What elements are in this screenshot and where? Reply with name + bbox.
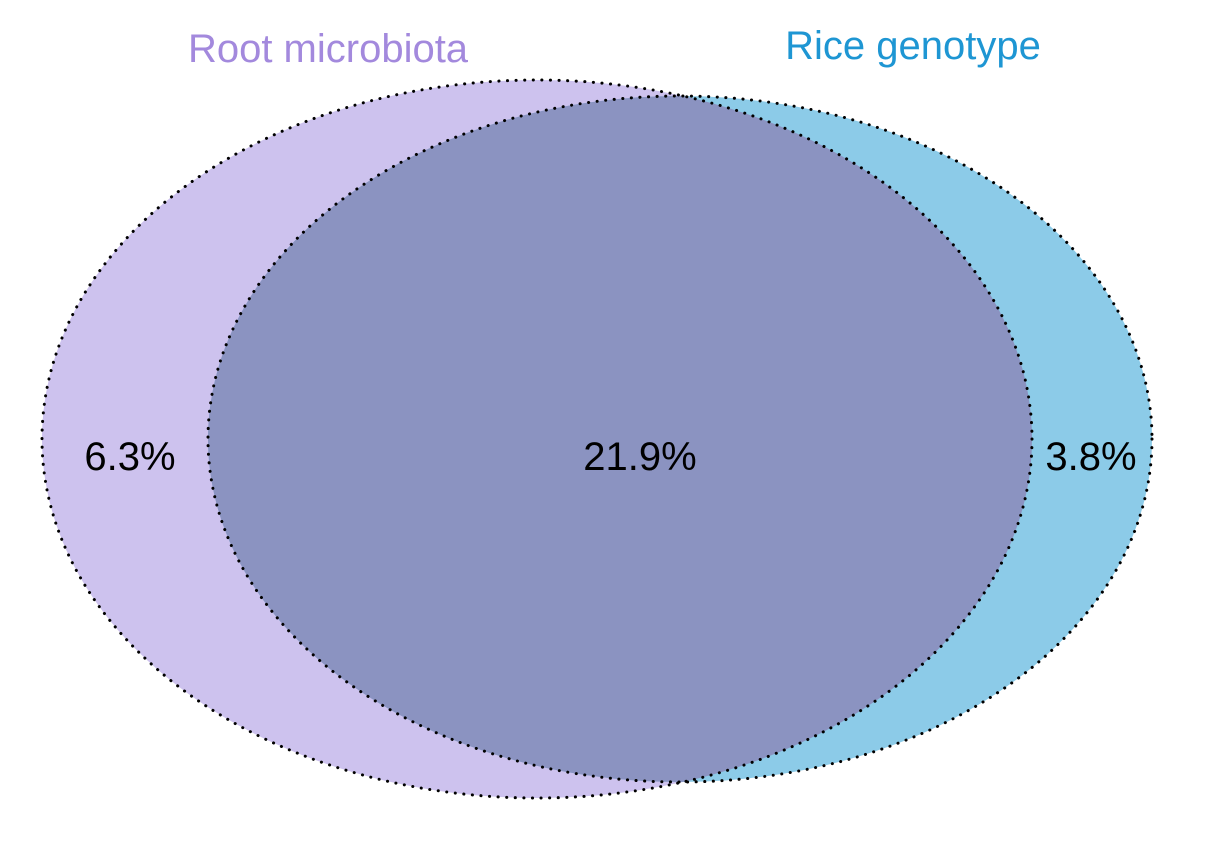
- region-value-root-only: 6.3%: [84, 435, 175, 479]
- overlap-region: [208, 96, 1032, 782]
- root-microbiota-outline: [40, 78, 1034, 800]
- set-label-root-microbiota: Root microbiota: [188, 27, 469, 71]
- set-label-rice-genotype: Rice genotype: [785, 24, 1041, 68]
- region-value-genotype-only: 3.8%: [1045, 435, 1136, 479]
- rice-genotype-outline: [206, 94, 1154, 784]
- region-value-overlap: 21.9%: [583, 435, 696, 479]
